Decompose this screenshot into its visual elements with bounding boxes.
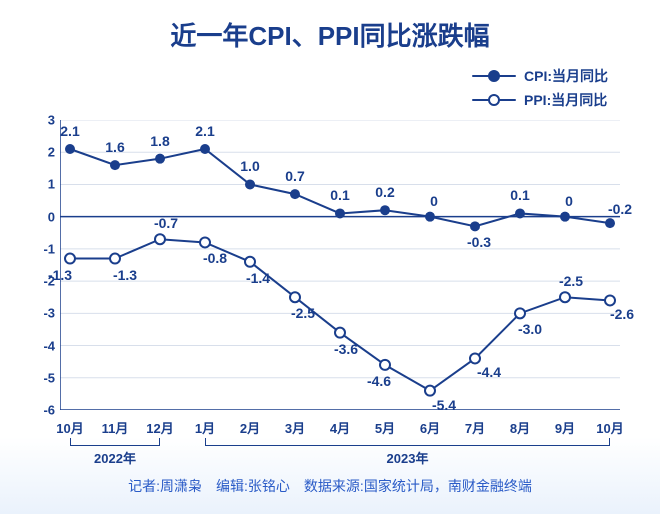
ppi-marker	[425, 386, 435, 396]
x-tick-label: 8月	[510, 418, 530, 437]
ppi-marker	[110, 254, 120, 264]
ppi-marker	[380, 360, 390, 370]
cpi-data-label: 1.8	[150, 133, 169, 149]
x-tick-label: 10月	[596, 418, 623, 437]
x-tick-label: 4月	[330, 418, 350, 437]
cpi-data-label: 2.1	[60, 123, 79, 139]
cpi-data-label: -0.2	[608, 201, 632, 217]
ppi-marker	[65, 254, 75, 264]
cpi-marker	[200, 144, 210, 154]
y-tick-label: -6	[0, 403, 55, 418]
ppi-data-label: -3.6	[334, 341, 358, 357]
cpi-marker	[245, 179, 255, 189]
x-tick-label: 7月	[465, 418, 485, 437]
ppi-marker	[245, 257, 255, 267]
ppi-marker	[515, 308, 525, 318]
ppi-data-label: -0.8	[203, 250, 227, 266]
ppi-data-label: -3.0	[518, 321, 542, 337]
x-tick-label: 1月	[195, 418, 215, 437]
cpi-data-label: 0.1	[510, 187, 529, 203]
cpi-data-label: 0	[565, 193, 573, 209]
cpi-data-label: 0.1	[330, 187, 349, 203]
legend-item-ppi: PPI:当月同比	[472, 90, 608, 110]
y-tick-label: -4	[0, 338, 55, 353]
ppi-data-label: -4.6	[367, 373, 391, 389]
ppi-marker	[605, 295, 615, 305]
ppi-data-label: -4.4	[477, 364, 501, 380]
y-tick-label: -3	[0, 306, 55, 321]
cpi-marker	[290, 189, 300, 199]
y-tick-label: 2	[0, 145, 55, 160]
footer-credits: 记者:周潇枭 编辑:张铭心 数据来源:国家统计局，南财金融终端	[0, 476, 660, 496]
ppi-marker	[560, 292, 570, 302]
year-label: 2022年	[94, 448, 136, 467]
chart-svg	[60, 120, 620, 410]
chart-title: 近一年CPI、PPI同比涨跌幅	[0, 0, 660, 53]
legend-label-cpi: CPI:当月同比	[524, 66, 608, 86]
ppi-marker	[155, 234, 165, 244]
ppi-data-label: -0.7	[154, 215, 178, 231]
y-tick-label: -1	[0, 241, 55, 256]
year-bracket	[205, 438, 610, 446]
ppi-data-label: -5.4	[432, 397, 456, 413]
ppi-marker	[335, 328, 345, 338]
chart-plot: -6-5-4-3-2-101232.11.61.82.11.00.70.10.2…	[60, 120, 620, 410]
cpi-marker	[605, 218, 615, 228]
cpi-marker	[470, 221, 480, 231]
container: 近一年CPI、PPI同比涨跌幅 CPI:当月同比 PPI:当月同比 -6 -5 -4…	[0, 0, 660, 514]
ppi-data-label: -1.3	[48, 267, 72, 283]
legend-label-ppi: PPI:当月同比	[524, 90, 607, 110]
y-tick-label: 1	[0, 177, 55, 192]
ppi-marker	[470, 353, 480, 363]
cpi-marker	[380, 205, 390, 215]
cpi-data-label: 0.7	[285, 168, 304, 184]
legend: CPI:当月同比 PPI:当月同比	[472, 66, 608, 114]
x-tick-label: 10月	[56, 418, 83, 437]
legend-swatch-ppi	[472, 94, 516, 106]
cpi-data-label: 0	[430, 193, 438, 209]
x-tick-label: 9月	[555, 418, 575, 437]
y-tick-label: 0	[0, 209, 55, 224]
x-tick-label: 3月	[285, 418, 305, 437]
ppi-data-label: -2.6	[610, 306, 634, 322]
cpi-data-label: 1.0	[240, 158, 259, 174]
cpi-marker	[560, 212, 570, 222]
cpi-marker	[65, 144, 75, 154]
ppi-line	[70, 239, 610, 390]
year-label: 2023年	[387, 448, 429, 467]
ppi-data-label: -2.5	[559, 273, 583, 289]
legend-swatch-cpi	[472, 70, 516, 82]
ppi-marker	[200, 237, 210, 247]
cpi-marker	[110, 160, 120, 170]
x-tick-label: 5月	[375, 418, 395, 437]
ppi-data-label: -2.5	[291, 305, 315, 321]
cpi-data-label: -0.3	[467, 234, 491, 250]
ppi-marker	[290, 292, 300, 302]
x-tick-label: 12月	[146, 418, 173, 437]
y-tick-label: -2	[0, 274, 55, 289]
cpi-marker	[425, 212, 435, 222]
cpi-marker	[155, 154, 165, 164]
y-tick-label: -5	[0, 370, 55, 385]
legend-item-cpi: CPI:当月同比	[472, 66, 608, 86]
x-tick-label: 2月	[240, 418, 260, 437]
ppi-data-label: -1.3	[113, 267, 137, 283]
y-tick-label: 3	[0, 113, 55, 128]
cpi-data-label: 2.1	[195, 123, 214, 139]
x-tick-label: 11月	[102, 418, 129, 437]
cpi-data-label: 0.2	[375, 184, 394, 200]
ppi-data-label: -1.4	[246, 270, 270, 286]
year-bracket	[70, 438, 160, 446]
cpi-marker	[335, 208, 345, 218]
cpi-data-label: 1.6	[105, 139, 124, 155]
x-tick-label: 6月	[420, 418, 440, 437]
cpi-marker	[515, 208, 525, 218]
